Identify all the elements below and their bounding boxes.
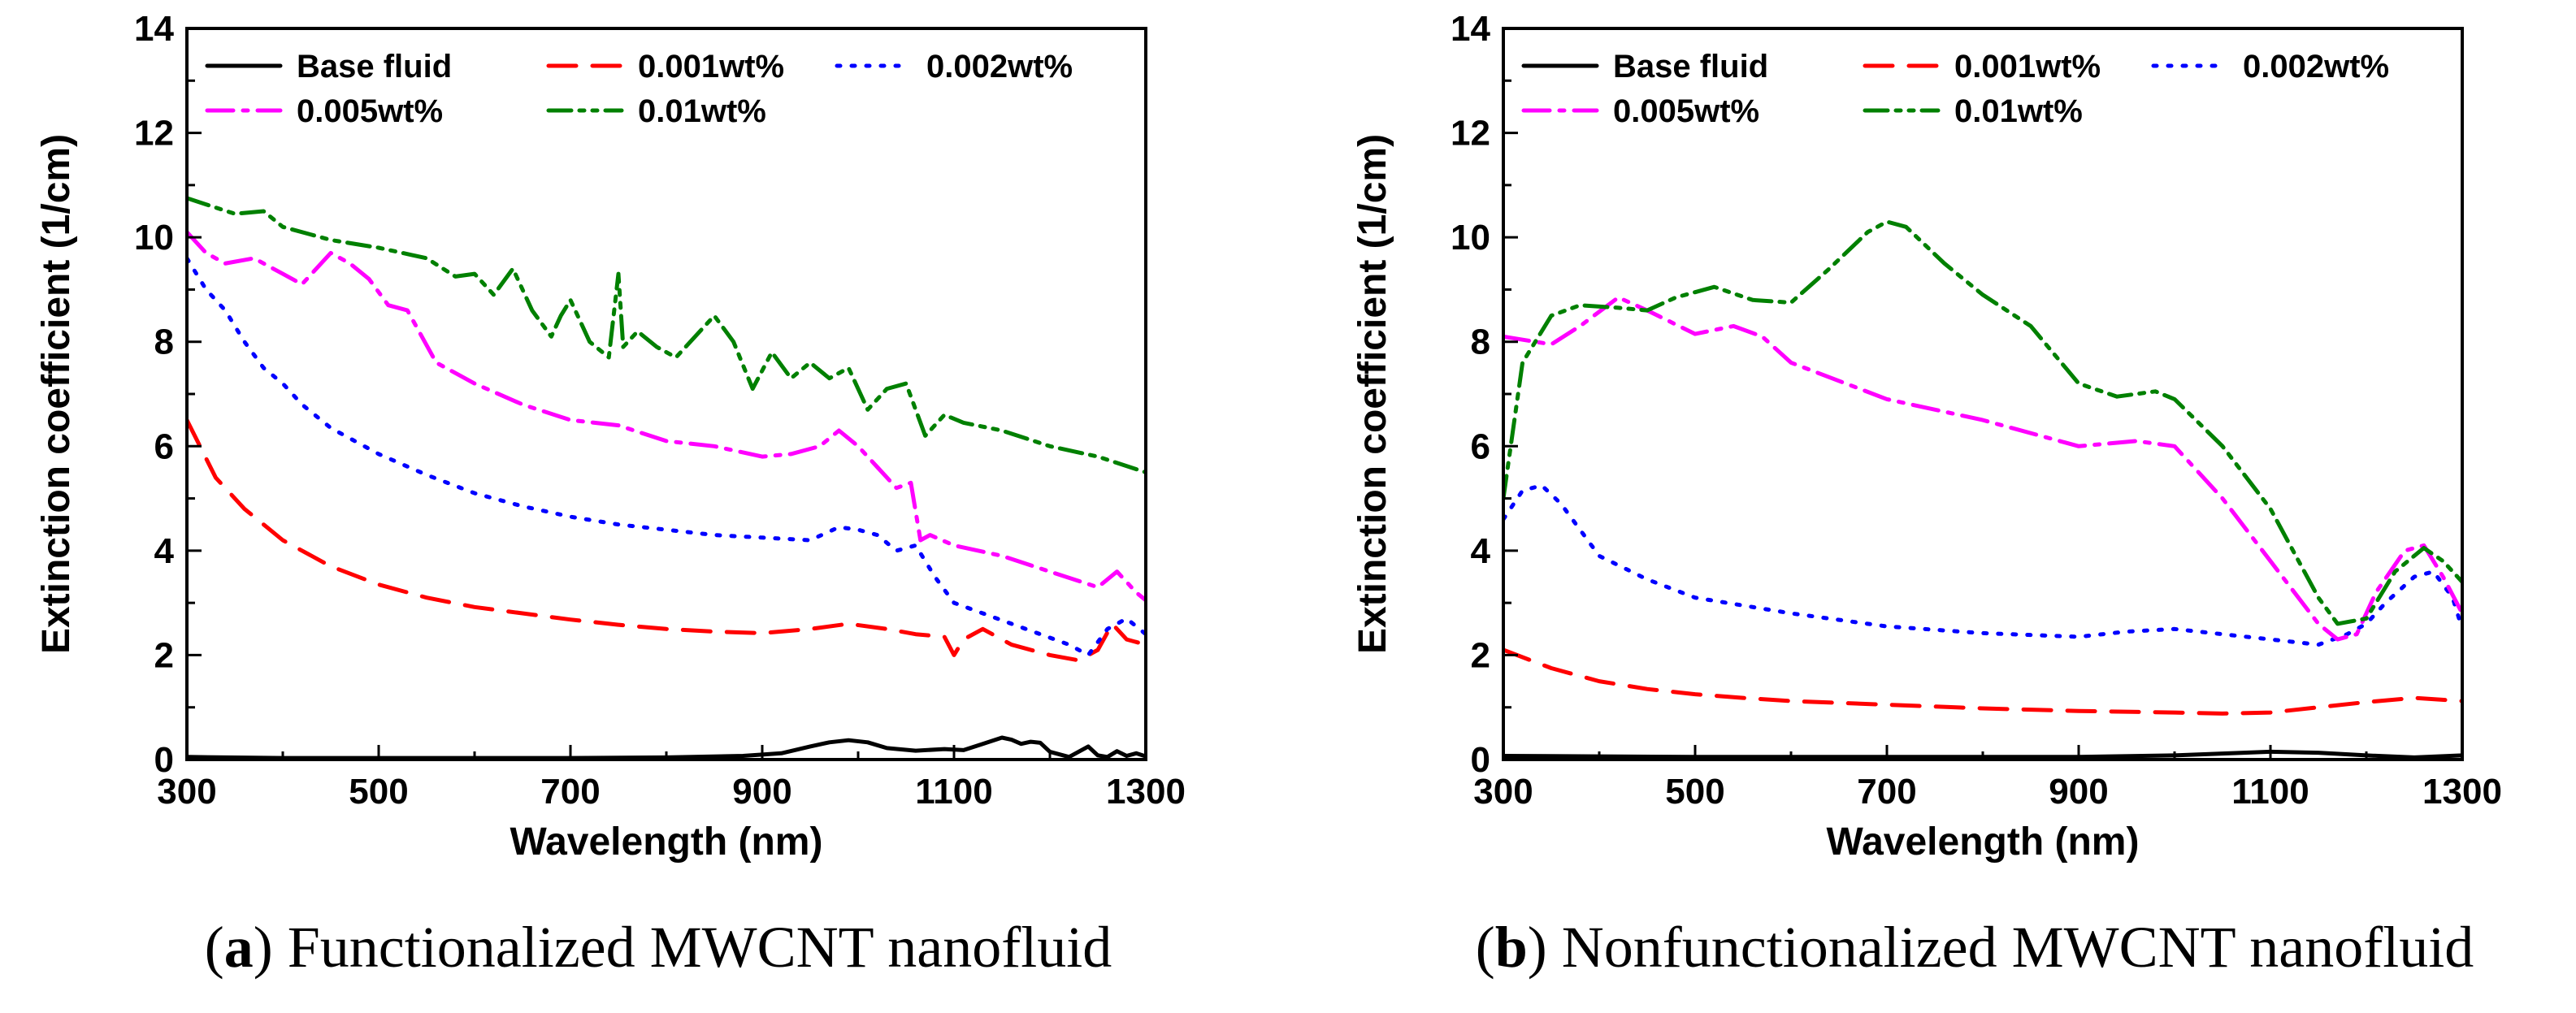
panel-caption: (a) Functionalized MWCNT nanofluid bbox=[205, 915, 1112, 980]
legend-item: Base fluid bbox=[205, 49, 452, 84]
x-tick-label: 900 bbox=[2049, 772, 2108, 812]
legend-label: 0.01wt% bbox=[1954, 93, 2083, 129]
series-line-1 bbox=[1503, 647, 2462, 716]
x-tick-label: 300 bbox=[1473, 772, 1533, 812]
legend-label: 0.005wt% bbox=[297, 93, 443, 129]
y-tick-label: 0 bbox=[154, 740, 174, 780]
panel-letter: a bbox=[224, 915, 254, 980]
legend-item: 0.005wt% bbox=[1521, 93, 1759, 129]
legend-item: 0.01wt% bbox=[546, 93, 766, 129]
x-tick-label: 1100 bbox=[2231, 772, 2309, 812]
y-tick-label: 8 bbox=[154, 323, 174, 362]
legend-item: 0.001wt% bbox=[1863, 49, 2101, 84]
x-axis-label: Wavelength (nm) bbox=[1827, 820, 2140, 864]
series-line-1 bbox=[187, 418, 1146, 663]
y-tick-label: 8 bbox=[1471, 323, 1490, 362]
panel-letter: b bbox=[1495, 915, 1528, 980]
legend-item: 0.001wt% bbox=[546, 49, 784, 84]
series-line-4 bbox=[1503, 219, 2462, 626]
legend-label: 0.002wt% bbox=[2243, 49, 2389, 84]
x-axis-label: Wavelength (nm) bbox=[510, 820, 823, 864]
legend-label: 0.001wt% bbox=[1954, 49, 2101, 84]
x-tick-label: 1100 bbox=[915, 772, 992, 812]
y-tick-label: 4 bbox=[154, 531, 175, 571]
series-line-4 bbox=[187, 196, 1146, 474]
legend-label: 0.002wt% bbox=[926, 49, 1073, 84]
legend-item: 0.002wt% bbox=[835, 49, 1073, 84]
y-tick-label: 6 bbox=[1471, 426, 1490, 466]
legend-label: 0.001wt% bbox=[638, 49, 784, 84]
legend: Base fluid 0.001wt% 0.002wt% 0.005wt% 0.01wt… bbox=[205, 49, 1073, 129]
y-tick-label: 2 bbox=[154, 635, 174, 675]
x-tick-label: 1300 bbox=[1106, 772, 1186, 812]
legend-label: Base fluid bbox=[1613, 49, 1768, 84]
x-tick-label: 300 bbox=[157, 772, 216, 812]
y-axis-label: Extinction coefficient (1/cm) bbox=[35, 134, 78, 654]
x-tick-label: 900 bbox=[732, 772, 791, 812]
chart-panel-a: 300 500 700 900 1100 1300 0 2 4 6 8 10 12 14 Wavelengt… bbox=[35, 9, 1186, 980]
series-line-3 bbox=[1503, 295, 2462, 642]
y-axis-label: Extinction coefficient (1/cm) bbox=[1351, 134, 1394, 654]
series-lines bbox=[187, 196, 1146, 760]
y-tick-label: 6 bbox=[154, 426, 174, 466]
y-tick-label: 10 bbox=[1451, 218, 1490, 258]
legend-label: 0.01wt% bbox=[638, 93, 766, 129]
y-tick-label: 4 bbox=[1471, 531, 1491, 571]
legend: Base fluid 0.001wt% 0.002wt% 0.005wt% 0.01wt… bbox=[1521, 49, 2389, 129]
chart-panel-b: 300 500 700 900 1100 1300 0 2 4 6 8 10 12 14 Wavelengt… bbox=[1351, 9, 2502, 980]
legend-label: Base fluid bbox=[297, 49, 452, 84]
plot-frame bbox=[185, 27, 1147, 761]
x-tick-label: 700 bbox=[540, 772, 600, 812]
legend-label: 0.005wt% bbox=[1613, 93, 1759, 129]
x-tick-label: 700 bbox=[1857, 772, 1916, 812]
y-tick-label: 0 bbox=[1471, 740, 1490, 780]
x-tick-label: 1300 bbox=[2422, 772, 2502, 812]
y-tick-label: 12 bbox=[1451, 114, 1490, 154]
plot-frame bbox=[1502, 27, 2464, 761]
legend-item: 0.01wt% bbox=[1863, 93, 2083, 129]
series-lines bbox=[1503, 219, 2462, 760]
panel-caption: (b) Nonfunctionalized MWCNT nanofluid bbox=[1476, 915, 2474, 980]
series-line-2 bbox=[187, 256, 1146, 657]
y-tick-label: 10 bbox=[134, 218, 174, 258]
y-tick-label: 14 bbox=[1451, 9, 1490, 49]
y-tick-label: 12 bbox=[134, 114, 174, 154]
legend-item: 0.005wt% bbox=[205, 93, 443, 129]
y-tick-label: 2 bbox=[1471, 635, 1490, 675]
y-tick-label: 14 bbox=[134, 9, 174, 49]
x-tick-label: 500 bbox=[349, 772, 408, 812]
legend-item: Base fluid bbox=[1521, 49, 1768, 84]
legend-item: 0.002wt% bbox=[2151, 49, 2389, 84]
x-tick-label: 500 bbox=[1665, 772, 1724, 812]
series-line-3 bbox=[187, 230, 1146, 603]
